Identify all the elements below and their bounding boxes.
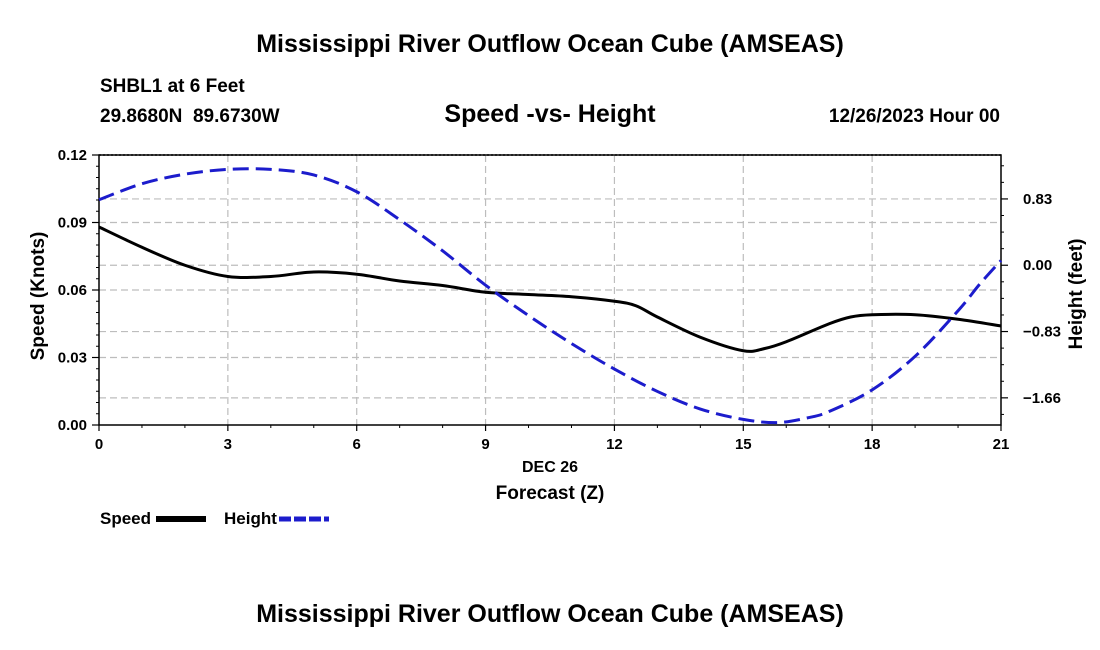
chart-subtitle: Speed -vs- Height [444,100,656,128]
legend: Speed Height [100,509,331,529]
legend-speed-swatch [156,516,207,522]
speed-series-line [98,225,1002,353]
y-right-axis-label: Height (feet) [1066,239,1087,350]
coordinates-label: 29.8680N 89.6730W [100,106,280,127]
x-axis-label: Forecast (Z) [495,483,605,504]
x-tick-label: 12 [606,436,623,453]
y-left-tick-label: 0.03 [58,350,87,367]
x-tick-label: 9 [481,436,489,453]
height-series-line [98,167,1003,425]
station-label: SHBL1 at 6 Feet [100,76,245,97]
y-left-tick-label: 0.12 [58,147,87,164]
x-tick-label: 3 [224,436,232,453]
y-left-tick-label: 0.09 [58,215,87,232]
y-right-tick-label: −0.83 [1023,324,1061,341]
legend-speed-label: Speed [100,509,152,528]
y-left-tick-label: 0.06 [58,282,87,299]
legend-height-label: Height [224,509,277,528]
y-left-tick-label: 0.00 [58,417,87,434]
legend-height-swatch [278,516,329,522]
x-tick-label: 0 [95,436,103,453]
x-tick-label: 15 [735,436,752,453]
date-label: 12/26/2023 Hour 00 [828,106,1000,127]
x-category-label: DEC 26 [521,459,579,476]
x-tick-label: 6 [353,436,361,453]
y-left-axis-label: Speed (Knots) [28,232,49,361]
x-tick-label: 21 [993,436,1010,453]
y-right-tick-label: 0.00 [1023,257,1052,274]
x-tick-label: 18 [864,436,881,453]
y-right-tick-label: 0.83 [1023,191,1052,208]
y-right-tick-label: −1.66 [1023,390,1061,407]
chart-title-top: Mississippi River Outflow Ocean Cube (AM… [256,30,844,58]
chart-title-bottom: Mississippi River Outflow Ocean Cube (AM… [256,600,844,628]
